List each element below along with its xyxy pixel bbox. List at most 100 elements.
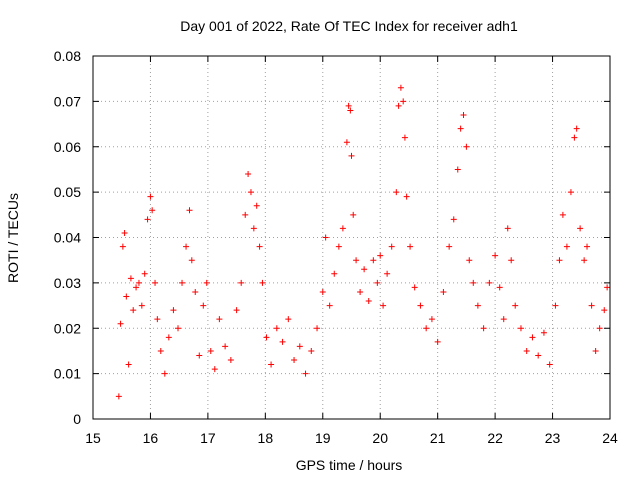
data-point [302, 370, 309, 377]
data-point [123, 293, 130, 300]
data-point [417, 302, 424, 309]
data-point [573, 125, 580, 132]
data-point [238, 279, 245, 286]
x-axis-label: GPS time / hours [296, 457, 403, 473]
data-point [285, 316, 292, 323]
data-point [397, 84, 404, 91]
data-point [350, 211, 357, 218]
data-point [563, 243, 570, 250]
data-point [508, 257, 515, 264]
data-point [380, 302, 387, 309]
data-point [588, 302, 595, 309]
data-point [596, 325, 603, 332]
data-point [263, 334, 270, 341]
data-point [117, 320, 124, 327]
axis-ticks: 15 16 17 18 19 20 21 22 23 24 0 0.01 0.02 0.03 0.04 0.0… [54, 48, 618, 446]
x-tick-label: 22 [487, 430, 503, 446]
data-point [348, 152, 355, 159]
data-point [486, 279, 493, 286]
data-point [567, 189, 574, 196]
data-point [291, 357, 298, 364]
data-point [374, 279, 381, 286]
data-point [345, 102, 352, 109]
data-point [175, 325, 182, 332]
data-point [584, 243, 591, 250]
data-point [279, 338, 286, 345]
data-point [470, 279, 477, 286]
y-axis-label: ROTI / TECUs [5, 193, 21, 283]
data-point [377, 252, 384, 259]
data-point [529, 334, 536, 341]
data-point [434, 338, 441, 345]
data-point [147, 193, 154, 200]
data-point [460, 111, 467, 118]
data-point [466, 257, 473, 264]
data-point [581, 257, 588, 264]
data-point [253, 202, 260, 209]
data-point [233, 307, 240, 314]
y-tick-label: 0.01 [54, 366, 81, 382]
data-point [138, 302, 145, 309]
x-tick-label: 19 [315, 430, 331, 446]
data-point [183, 243, 190, 250]
data-point [423, 325, 430, 332]
data-point [512, 302, 519, 309]
data-point [121, 229, 128, 236]
y-tick-label: 0.07 [54, 93, 81, 109]
y-tick-label: 0.04 [54, 230, 81, 246]
data-point [192, 288, 199, 295]
x-tick-label: 21 [430, 430, 446, 446]
data-point [393, 189, 400, 196]
data-point [370, 257, 377, 264]
data-point [250, 225, 257, 232]
data-point [268, 361, 275, 368]
data-point [127, 275, 134, 282]
data-point [474, 302, 481, 309]
data-point [242, 211, 249, 218]
data-point [335, 243, 342, 250]
data-point [256, 243, 263, 250]
data-point [149, 207, 156, 214]
y-tick-label: 0.02 [54, 320, 81, 336]
data-point [170, 307, 177, 314]
data-point [196, 352, 203, 359]
data-point [556, 257, 563, 264]
data-point [546, 361, 553, 368]
data-point [450, 216, 457, 223]
data-point [227, 357, 234, 364]
data-point [463, 143, 470, 150]
y-tick-label: 0.05 [54, 184, 81, 200]
data-point [200, 302, 207, 309]
data-point [480, 325, 487, 332]
data-point [384, 270, 391, 277]
data-point [222, 343, 229, 350]
data-point [400, 98, 407, 105]
data-point [571, 134, 578, 141]
data-point [347, 107, 354, 114]
data-point [133, 284, 140, 291]
data-point [259, 279, 266, 286]
y-tick-label: 0.08 [54, 48, 81, 64]
data-point [440, 288, 447, 295]
data-point [165, 334, 172, 341]
data-point [504, 225, 511, 232]
data-point [157, 347, 164, 354]
data-point [186, 207, 193, 214]
data-point [154, 316, 161, 323]
data-point [296, 343, 303, 350]
grid-lines [93, 56, 610, 419]
data-point [407, 243, 414, 250]
data-point [326, 302, 333, 309]
data-point [314, 325, 321, 332]
y-tick-label: 0.03 [54, 275, 81, 291]
y-tick-label: 0.06 [54, 139, 81, 155]
data-point [552, 302, 559, 309]
x-tick-label: 23 [545, 430, 561, 446]
data-point [446, 243, 453, 250]
data-point [115, 393, 122, 400]
data-point [245, 170, 252, 177]
data-point [216, 316, 223, 323]
chart-title: Day 001 of 2022, Rate Of TEC Index for r… [180, 18, 518, 34]
data-point [577, 225, 584, 232]
data-point [496, 284, 503, 291]
